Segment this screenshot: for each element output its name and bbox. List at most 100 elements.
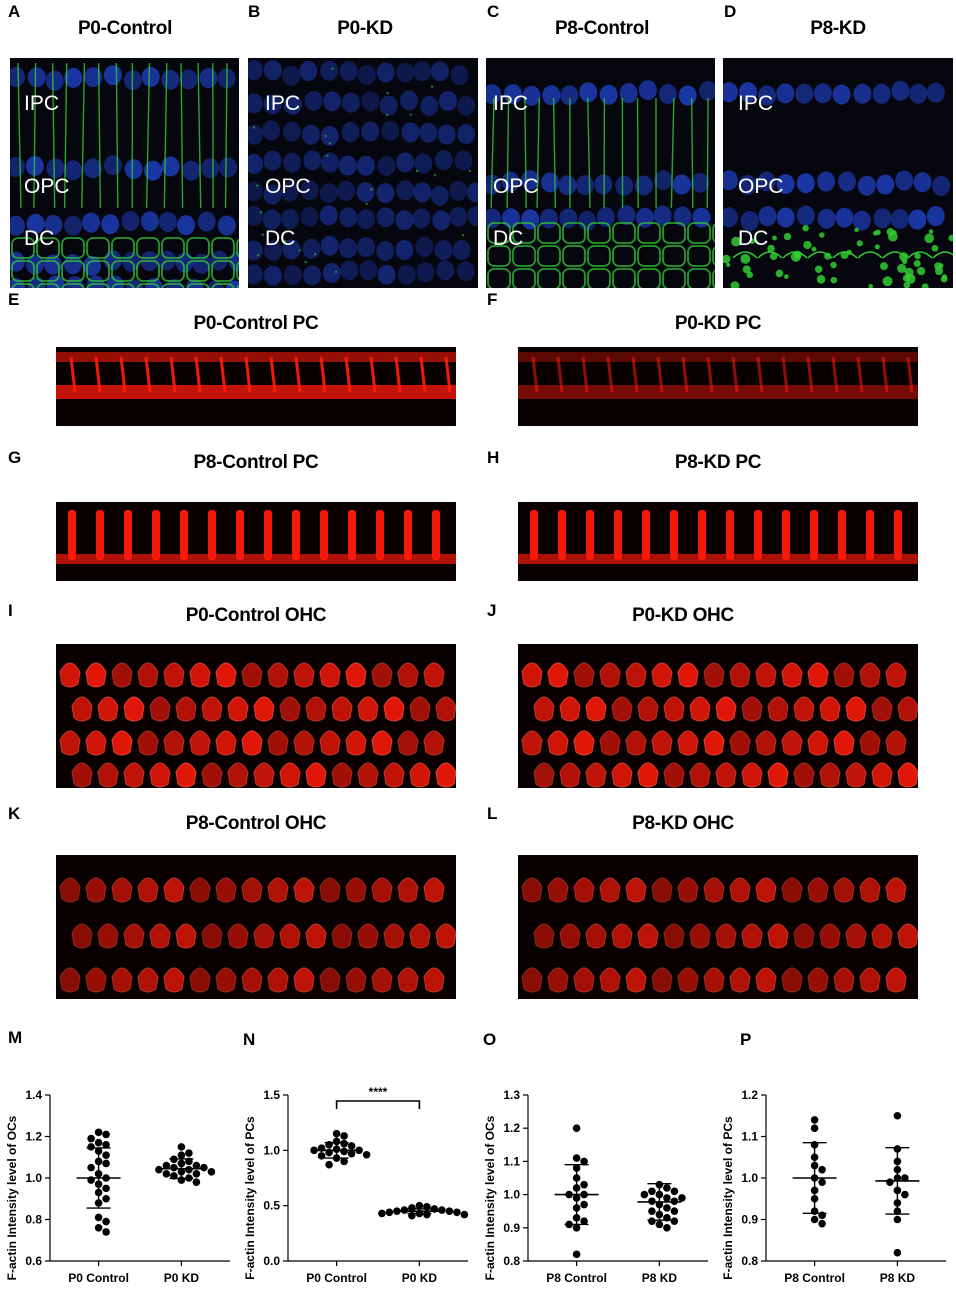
label-opc: OPC (24, 175, 70, 199)
data-point (193, 1178, 201, 1186)
micrograph-p8-control-pc (56, 502, 456, 581)
micrograph-texture (56, 347, 456, 426)
data-point (363, 1151, 371, 1159)
panel-letter-f: F (487, 290, 497, 310)
y-tick-label: 0.8 (25, 1213, 42, 1227)
data-point (671, 1207, 679, 1215)
data-point (901, 1191, 909, 1199)
data-point (894, 1112, 902, 1120)
data-point (671, 1187, 679, 1195)
y-tick-label: 1.0 (503, 1188, 520, 1202)
data-point (95, 1139, 103, 1147)
panel-title-d: P8-KD (723, 18, 953, 40)
data-point (811, 1116, 819, 1124)
panel-title-a: P0-Control (10, 18, 240, 40)
label-dc: DC (265, 227, 295, 251)
x-tick-label: P0 Control (68, 1271, 129, 1285)
data-point (386, 1209, 394, 1217)
micrograph-texture (56, 502, 456, 581)
data-point (678, 1194, 686, 1202)
label-ipc: IPC (738, 92, 773, 116)
label-opc: OPC (493, 175, 539, 199)
data-point (95, 1214, 103, 1222)
data-point (102, 1228, 110, 1236)
y-axis-label: F-actin Intensity level of PCs (243, 1116, 257, 1280)
data-point (178, 1143, 186, 1151)
micrograph-texture (56, 855, 456, 999)
data-point (818, 1166, 826, 1174)
data-point (811, 1124, 819, 1132)
data-point (333, 1130, 341, 1138)
data-point (325, 1161, 333, 1169)
micrograph-p8-kd-pc (518, 502, 918, 581)
x-tick-label: P8 KD (642, 1271, 678, 1285)
label-opc: OPC (738, 175, 784, 199)
data-point (87, 1164, 95, 1172)
data-point (87, 1143, 95, 1151)
micrograph-texture (518, 855, 918, 999)
x-tick-label: P8 Control (546, 1271, 607, 1285)
label-dc: DC (493, 227, 523, 251)
data-point (446, 1207, 454, 1215)
data-point (200, 1164, 208, 1172)
label-ipc: IPC (265, 92, 300, 116)
micrograph-p0-kd-pc (518, 347, 918, 426)
panel-letter-g: G (8, 448, 21, 468)
y-tick-label: 1.0 (741, 1171, 758, 1185)
data-point (573, 1251, 581, 1259)
x-tick-label: P8 KD (880, 1271, 916, 1285)
data-point (894, 1249, 902, 1257)
significance-bracket (337, 1101, 420, 1109)
data-point (663, 1224, 671, 1232)
y-tick-label: 0.5 (263, 1199, 280, 1213)
label-dc: DC (738, 227, 768, 251)
y-tick-label: 0.0 (263, 1254, 280, 1268)
micrograph-p0-kd-ohc (518, 644, 918, 788)
data-point (178, 1151, 186, 1159)
data-point (818, 1178, 826, 1186)
label-ipc: IPC (493, 92, 528, 116)
data-point (573, 1124, 581, 1132)
label-dc: DC (24, 227, 54, 251)
data-point (102, 1195, 110, 1203)
data-point (656, 1221, 664, 1229)
panel-letter-h: H (487, 448, 499, 468)
data-point (401, 1206, 409, 1214)
data-point (811, 1216, 819, 1224)
y-tick-label: 0.8 (503, 1254, 520, 1268)
y-tick-label: 0.8 (741, 1254, 758, 1268)
panel-letter-o: O (483, 1030, 496, 1050)
panel-title-e: P0-Control PC (56, 313, 456, 335)
data-point (663, 1194, 671, 1202)
data-point (95, 1129, 103, 1137)
data-point (340, 1132, 348, 1140)
data-point (185, 1166, 193, 1174)
y-tick-label: 1.2 (503, 1121, 520, 1135)
data-point (170, 1164, 178, 1172)
panel-letter-i: I (8, 601, 13, 621)
y-tick-label: 1.3 (503, 1088, 520, 1102)
data-point (378, 1210, 386, 1218)
data-point (208, 1168, 216, 1176)
label-ipc: IPC (24, 92, 59, 116)
micrograph-texture (56, 644, 456, 788)
micrograph-p0-control-ohc (56, 644, 456, 788)
y-tick-label: 1.1 (503, 1154, 520, 1168)
data-point (818, 1220, 826, 1228)
data-point (102, 1151, 110, 1159)
y-tick-label: 0.9 (503, 1221, 520, 1235)
data-point (663, 1184, 671, 1192)
data-point (580, 1201, 588, 1209)
panel-title-i: P0-Control OHC (56, 605, 456, 627)
panel-title-k: P8-Control OHC (56, 813, 456, 835)
panel-letter-n: N (243, 1030, 255, 1050)
data-point (663, 1204, 671, 1212)
data-point (87, 1135, 95, 1143)
